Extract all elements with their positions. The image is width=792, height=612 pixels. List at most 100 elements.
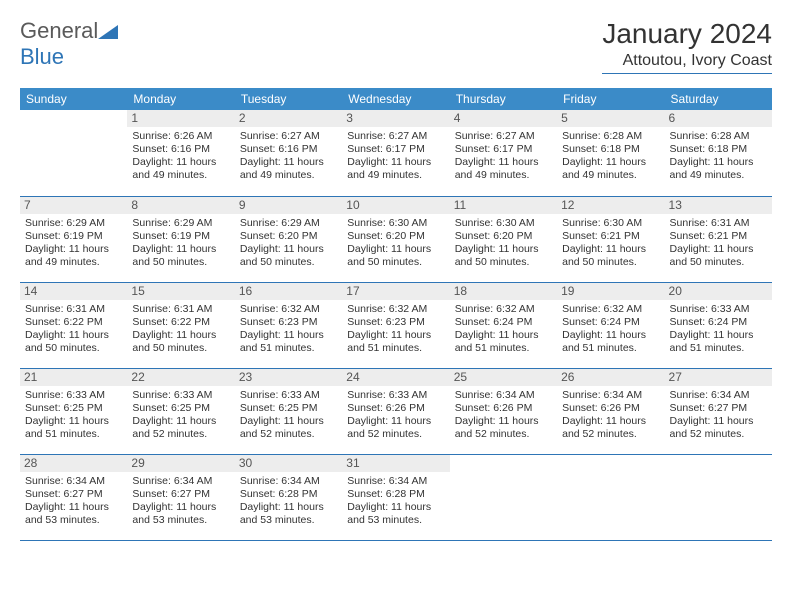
day-number: 17 [342,283,449,300]
daylight-text: Daylight: 11 hours [240,156,337,169]
calendar-day-cell: 29Sunrise: 6:34 AMSunset: 6:27 PMDayligh… [127,454,234,540]
sunrise-text: Sunrise: 6:30 AM [347,217,444,230]
daylight-text: Daylight: 11 hours [347,243,444,256]
daylight-text: and 53 minutes. [240,514,337,527]
day-number: 23 [235,369,342,386]
calendar-day-cell: 3Sunrise: 6:27 AMSunset: 6:17 PMDaylight… [342,110,449,196]
daylight-text: and 50 minutes. [347,256,444,269]
sunrise-text: Sunrise: 6:31 AM [132,303,229,316]
day-number: 22 [127,369,234,386]
daylight-text: Daylight: 11 hours [240,243,337,256]
calendar-day-cell: 28Sunrise: 6:34 AMSunset: 6:27 PMDayligh… [20,454,127,540]
daylight-text: Daylight: 11 hours [240,329,337,342]
daylight-text: Daylight: 11 hours [132,501,229,514]
calendar-day-cell: 19Sunrise: 6:32 AMSunset: 6:24 PMDayligh… [557,282,664,368]
daylight-text: and 50 minutes. [240,256,337,269]
sunrise-text: Sunrise: 6:33 AM [132,389,229,402]
calendar-day-cell [557,454,664,540]
daylight-text: Daylight: 11 hours [562,156,659,169]
sunset-text: Sunset: 6:23 PM [347,316,444,329]
calendar-day-cell: 15Sunrise: 6:31 AMSunset: 6:22 PMDayligh… [127,282,234,368]
calendar-day-cell [665,454,772,540]
sunrise-text: Sunrise: 6:32 AM [455,303,552,316]
daylight-text: Daylight: 11 hours [132,329,229,342]
page-header: General Blue January 2024 Attoutou, Ivor… [20,18,772,74]
daylight-text: Daylight: 11 hours [25,415,122,428]
daylight-text: and 49 minutes. [132,169,229,182]
daylight-text: Daylight: 11 hours [25,329,122,342]
day-number: 14 [20,283,127,300]
daylight-text: and 51 minutes. [455,342,552,355]
day-number: 2 [235,110,342,127]
sunrise-text: Sunrise: 6:33 AM [347,389,444,402]
sunrise-text: Sunrise: 6:34 AM [347,475,444,488]
day-number: 8 [127,197,234,214]
daylight-text: Daylight: 11 hours [132,243,229,256]
day-number: 5 [557,110,664,127]
daylight-text: Daylight: 11 hours [455,243,552,256]
sunset-text: Sunset: 6:26 PM [347,402,444,415]
sunrise-text: Sunrise: 6:33 AM [670,303,767,316]
daylight-text: Daylight: 11 hours [240,501,337,514]
sunrise-text: Sunrise: 6:34 AM [670,389,767,402]
calendar-body: 1Sunrise: 6:26 AMSunset: 6:16 PMDaylight… [20,110,772,540]
sunset-text: Sunset: 6:26 PM [455,402,552,415]
day-number: 25 [450,369,557,386]
sunrise-text: Sunrise: 6:29 AM [25,217,122,230]
daylight-text: and 49 minutes. [25,256,122,269]
daylight-text: and 51 minutes. [25,428,122,441]
sunset-text: Sunset: 6:22 PM [25,316,122,329]
daylight-text: Daylight: 11 hours [455,415,552,428]
day-number: 4 [450,110,557,127]
sunrise-text: Sunrise: 6:31 AM [670,217,767,230]
daylight-text: Daylight: 11 hours [240,415,337,428]
sunrise-text: Sunrise: 6:30 AM [562,217,659,230]
daylight-text: Daylight: 11 hours [347,501,444,514]
day-number: 31 [342,455,449,472]
calendar-day-cell: 24Sunrise: 6:33 AMSunset: 6:26 PMDayligh… [342,368,449,454]
sunrise-text: Sunrise: 6:34 AM [562,389,659,402]
day-number: 11 [450,197,557,214]
sunrise-text: Sunrise: 6:29 AM [240,217,337,230]
brand-name-blue: Blue [20,44,64,69]
sunset-text: Sunset: 6:28 PM [240,488,337,501]
sunrise-text: Sunrise: 6:33 AM [240,389,337,402]
title-block: January 2024 Attoutou, Ivory Coast [602,18,772,74]
daylight-text: Daylight: 11 hours [562,329,659,342]
calendar-day-cell: 23Sunrise: 6:33 AMSunset: 6:25 PMDayligh… [235,368,342,454]
daylight-text: and 50 minutes. [455,256,552,269]
daylight-text: and 49 minutes. [240,169,337,182]
day-number: 20 [665,283,772,300]
calendar-day-cell: 25Sunrise: 6:34 AMSunset: 6:26 PMDayligh… [450,368,557,454]
day-number: 27 [665,369,772,386]
sunset-text: Sunset: 6:27 PM [132,488,229,501]
sunrise-text: Sunrise: 6:29 AM [132,217,229,230]
sunset-text: Sunset: 6:20 PM [455,230,552,243]
calendar-week-row: 14Sunrise: 6:31 AMSunset: 6:22 PMDayligh… [20,282,772,368]
location-label: Attoutou, Ivory Coast [602,52,772,74]
day-number: 1 [127,110,234,127]
calendar-day-cell: 14Sunrise: 6:31 AMSunset: 6:22 PMDayligh… [20,282,127,368]
day-number: 15 [127,283,234,300]
calendar-day-cell: 5Sunrise: 6:28 AMSunset: 6:18 PMDaylight… [557,110,664,196]
brand-text: General Blue [20,18,118,70]
calendar-day-cell: 7Sunrise: 6:29 AMSunset: 6:19 PMDaylight… [20,196,127,282]
sunset-text: Sunset: 6:19 PM [132,230,229,243]
day-number: 24 [342,369,449,386]
sunrise-text: Sunrise: 6:32 AM [347,303,444,316]
weekday-header: Saturday [665,88,772,110]
sunset-text: Sunset: 6:17 PM [347,143,444,156]
day-number: 16 [235,283,342,300]
calendar-day-cell: 2Sunrise: 6:27 AMSunset: 6:16 PMDaylight… [235,110,342,196]
day-number: 9 [235,197,342,214]
calendar-table: SundayMondayTuesdayWednesdayThursdayFrid… [20,88,772,541]
calendar-day-cell: 13Sunrise: 6:31 AMSunset: 6:21 PMDayligh… [665,196,772,282]
daylight-text: Daylight: 11 hours [670,156,767,169]
sunset-text: Sunset: 6:19 PM [25,230,122,243]
calendar-day-cell: 10Sunrise: 6:30 AMSunset: 6:20 PMDayligh… [342,196,449,282]
sunset-text: Sunset: 6:24 PM [455,316,552,329]
day-number: 19 [557,283,664,300]
brand-logo: General Blue [20,18,118,70]
calendar-day-cell: 21Sunrise: 6:33 AMSunset: 6:25 PMDayligh… [20,368,127,454]
sunrise-text: Sunrise: 6:28 AM [562,130,659,143]
